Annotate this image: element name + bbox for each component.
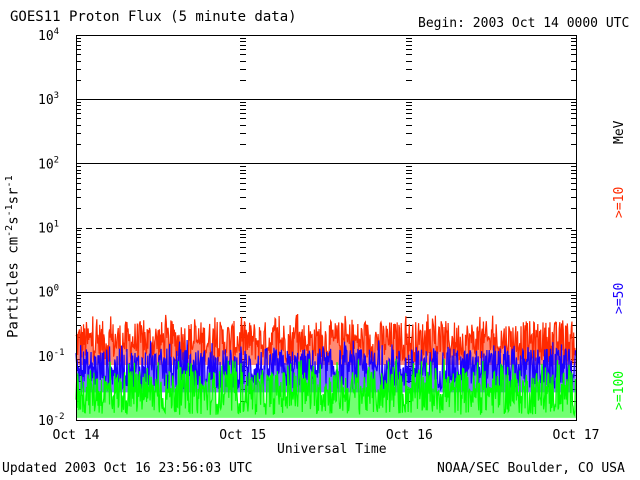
series-area-2 xyxy=(76,358,576,418)
y-tick-label-5: 103 xyxy=(38,91,59,108)
x-tick-label-3: Oct 17 xyxy=(553,428,600,443)
updated-time: Updated 2003 Oct 16 23:56:03 UTC xyxy=(2,461,253,476)
x-tick-label-0: Oct 14 xyxy=(53,428,100,443)
x-axis-label: Universal Time xyxy=(277,442,387,457)
y-axis-label-sup3: -1 xyxy=(4,175,15,188)
series-1 xyxy=(75,340,577,393)
legend-ge50: >=50 xyxy=(612,282,627,314)
series-area-0 xyxy=(76,314,576,365)
y-axis-label-mid1: s xyxy=(5,216,22,225)
y-axis-label-sup2: -1 xyxy=(4,204,15,217)
begin-time: Begin: 2003 Oct 14 0000 UTC xyxy=(418,16,630,31)
y-axis-label-main: Particles cm xyxy=(5,236,22,338)
source-credit: NOAA/SEC Boulder, CO USA xyxy=(437,461,625,476)
plot-frame xyxy=(76,35,577,421)
y-axis-label-sup1: -2 xyxy=(4,224,15,237)
y-tick-label-2: 100 xyxy=(38,284,59,301)
legend-ge10: >=10 xyxy=(612,186,627,218)
series-2 xyxy=(75,358,577,418)
unit-label: MeV xyxy=(612,120,627,144)
x-tick-label-2: Oct 16 xyxy=(386,428,433,443)
legend-ge100: >=100 xyxy=(612,370,627,410)
series-area-1 xyxy=(76,340,576,393)
y-tick-label-3: 101 xyxy=(38,220,59,237)
chart-title: GOES11 Proton Flux (5 minute data) xyxy=(10,9,297,25)
series-0 xyxy=(75,314,577,365)
y-axis-label: Particles cm-2s-1sr-1 xyxy=(4,175,22,338)
y-tick-label-0: 10-2 xyxy=(38,412,65,429)
y-tick-label-6: 104 xyxy=(38,27,59,44)
y-tick-label-4: 102 xyxy=(38,155,59,172)
y-axis-label-mid2: sr xyxy=(5,187,22,205)
x-tick-label-1: Oct 15 xyxy=(219,428,266,443)
y-tick-label-1: 10-1 xyxy=(38,348,65,365)
